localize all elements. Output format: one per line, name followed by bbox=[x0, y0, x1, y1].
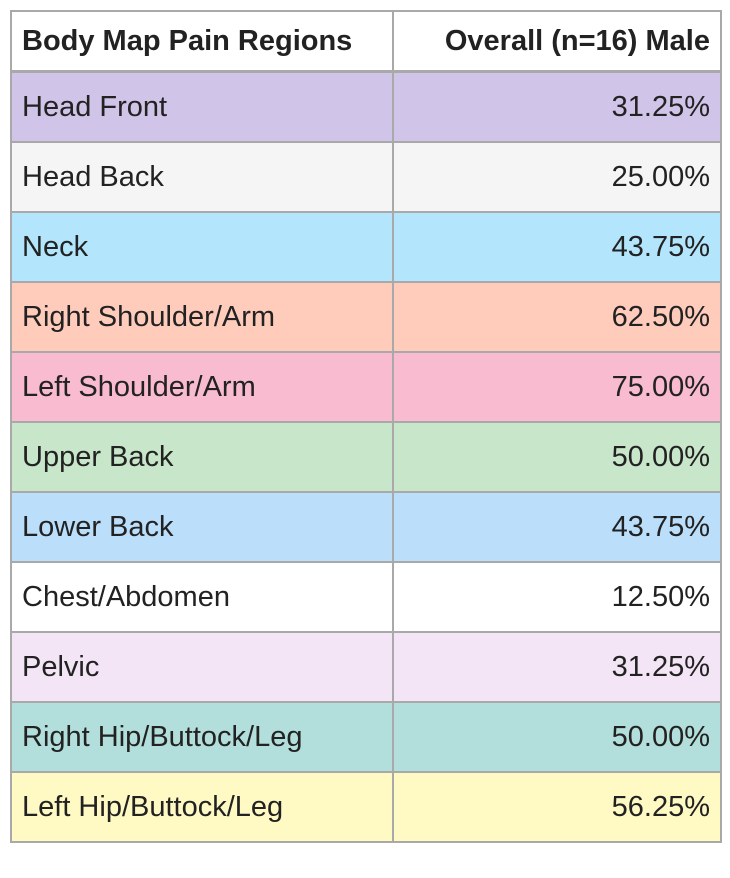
table-row: Pelvic 31.25% bbox=[10, 631, 722, 703]
percentage-cell: 75.00% bbox=[392, 351, 722, 423]
region-cell: Neck bbox=[10, 211, 394, 283]
table-row: Lower Back 43.75% bbox=[10, 491, 722, 563]
percentage-cell: 31.25% bbox=[392, 70, 722, 143]
percentage-cell: 50.00% bbox=[392, 421, 722, 493]
percentage-cell: 12.50% bbox=[392, 561, 722, 633]
table-row: Head Back 25.00% bbox=[10, 141, 722, 213]
header-overall-male: Overall (n=16) Male bbox=[392, 10, 722, 73]
percentage-cell: 43.75% bbox=[392, 491, 722, 563]
pain-regions-table-container: Body Map Pain Regions Overall (n=16) Mal… bbox=[10, 10, 722, 843]
region-cell: Right Hip/Buttock/Leg bbox=[10, 701, 394, 773]
pain-regions-table: Body Map Pain Regions Overall (n=16) Mal… bbox=[10, 10, 722, 843]
region-cell: Chest/Abdomen bbox=[10, 561, 394, 633]
region-cell: Left Shoulder/Arm bbox=[10, 351, 394, 423]
percentage-cell: 62.50% bbox=[392, 281, 722, 353]
percentage-cell: 50.00% bbox=[392, 701, 722, 773]
percentage-cell: 25.00% bbox=[392, 141, 722, 213]
table-row: Left Shoulder/Arm 75.00% bbox=[10, 351, 722, 423]
table-row: Right Hip/Buttock/Leg 50.00% bbox=[10, 701, 722, 773]
region-cell: Lower Back bbox=[10, 491, 394, 563]
table-row: Upper Back 50.00% bbox=[10, 421, 722, 493]
table-row: Head Front 31.25% bbox=[10, 70, 722, 143]
table-row: Left Hip/Buttock/Leg 56.25% bbox=[10, 771, 722, 843]
table-row: Neck 43.75% bbox=[10, 211, 722, 283]
percentage-cell: 43.75% bbox=[392, 211, 722, 283]
table-row: Chest/Abdomen 12.50% bbox=[10, 561, 722, 633]
region-cell: Head Front bbox=[10, 70, 394, 143]
percentage-cell: 56.25% bbox=[392, 771, 722, 843]
header-region: Body Map Pain Regions bbox=[10, 10, 394, 73]
region-cell: Pelvic bbox=[10, 631, 394, 703]
table-header-row: Body Map Pain Regions Overall (n=16) Mal… bbox=[10, 10, 722, 73]
region-cell: Left Hip/Buttock/Leg bbox=[10, 771, 394, 843]
region-cell: Upper Back bbox=[10, 421, 394, 493]
region-cell: Head Back bbox=[10, 141, 394, 213]
region-cell: Right Shoulder/Arm bbox=[10, 281, 394, 353]
percentage-cell: 31.25% bbox=[392, 631, 722, 703]
table-row: Right Shoulder/Arm 62.50% bbox=[10, 281, 722, 353]
